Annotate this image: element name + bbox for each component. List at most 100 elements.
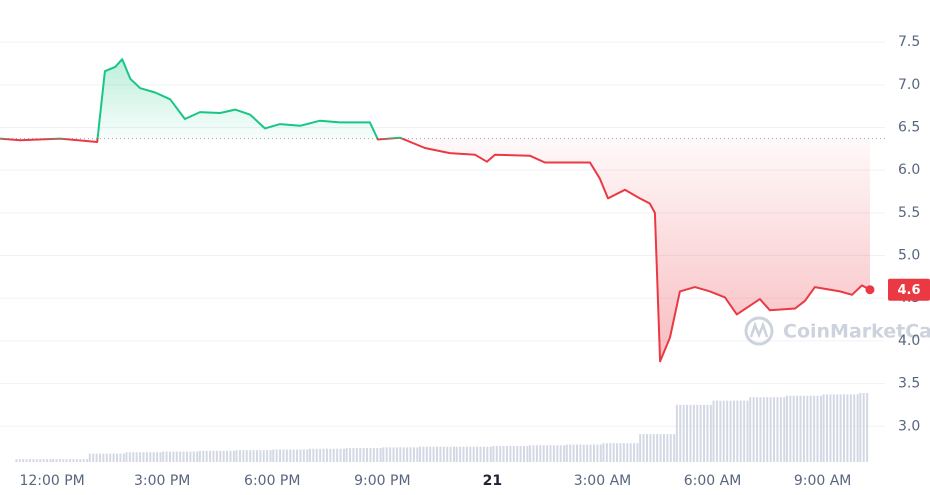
volume-bar [512,445,515,462]
volume-bar [279,449,282,462]
volume-bar [226,450,229,462]
volume-bar [385,447,388,462]
volume-bar [156,452,159,462]
volume-bar [799,395,802,462]
volume-bar [816,395,819,462]
volume-bar [222,450,225,462]
volume-bar [516,445,519,462]
volume-bar [436,446,439,462]
volume-bar [626,443,629,462]
volume-bar [605,443,608,462]
volume-bar [92,453,95,462]
volume-bar [406,447,409,462]
volume-bar [619,443,622,462]
volume-bar [15,459,18,462]
volume-bar [792,395,795,462]
volume-bar [339,448,342,462]
volume-bar [69,459,72,462]
volume-bar [575,444,578,462]
volume-bar [125,452,128,462]
volume-bar [749,397,752,462]
volume-bar [616,443,619,462]
volume-bar [596,444,599,462]
volume-bar [182,451,185,462]
volume-bar [172,451,175,462]
volume-bar [432,446,435,462]
volume-bar [856,394,859,462]
volume-bar [789,395,792,462]
volume-bar [756,397,759,462]
volume-bar [785,395,788,462]
volume-bar [743,400,746,462]
volume-bar [482,446,485,462]
volume-bar [266,450,269,462]
volume-bar [862,393,865,462]
volume-bar [52,459,55,462]
volume-bar [219,450,222,462]
volume-bar [715,400,718,462]
volume-bar [506,445,509,462]
volume-bar [843,394,846,462]
volume-bar [369,448,372,462]
volume-bar [58,459,61,462]
volume-bar [75,459,78,462]
volume-bars [15,393,869,462]
y-tick-label: 4.0 [898,333,920,349]
volume-bar [209,450,212,462]
y-tick-label: 7.0 [898,77,920,93]
volume-bar [322,448,325,462]
watermark-logo [744,316,774,346]
volume-bar [29,459,32,462]
volume-bar [332,448,335,462]
volume-bar [439,446,442,462]
price-label-box [888,278,930,301]
x-tick-label: 6:00 AM [684,473,742,489]
volume-bar [359,448,362,462]
volume-bar [215,450,218,462]
volume-bar [592,444,595,462]
watermark-logo-mark [749,321,769,339]
volume-bar [549,445,552,462]
volume-bar [499,445,502,462]
volume-bar [563,445,566,462]
volume-bar [773,397,776,462]
y-tick-label: 3.5 [898,376,920,392]
volume-bar [302,449,305,462]
volume-bar [168,451,171,462]
volume-bar [259,450,262,462]
volume-bar [696,404,699,462]
volume-bar [49,459,52,462]
volume-bar [656,434,659,462]
volume-bar [453,446,456,462]
volume-bar [586,444,589,462]
volume-bar [706,404,709,462]
volume-bar [666,434,669,462]
x-tick-label: 9:00 AM [794,473,852,489]
volume-bar [189,451,192,462]
volume-bar [212,450,215,462]
volume-bar [282,449,285,462]
x-tick-label: 6:00 PM [244,473,300,489]
volume-bar [98,453,101,462]
volume-bar [645,434,648,462]
volume-bar [112,453,115,462]
volume-bar [776,397,779,462]
volume-bar [115,453,118,462]
volume-bar [229,450,232,462]
volume-bar [192,451,195,462]
volume-bar [165,451,168,462]
volume-bar [476,446,479,462]
volume-bar [642,434,645,462]
volume-bar [315,448,318,462]
y-tick-label: 5.5 [898,205,920,221]
volume-bar [296,449,299,462]
volume-bar [802,395,805,462]
volume-bar [523,445,526,462]
volume-bar [739,400,742,462]
volume-bar [462,446,465,462]
volume-bar [205,450,208,462]
volume-bar [419,446,422,462]
volume-bar [362,448,365,462]
volume-bar [579,444,582,462]
volume-bar [762,397,765,462]
